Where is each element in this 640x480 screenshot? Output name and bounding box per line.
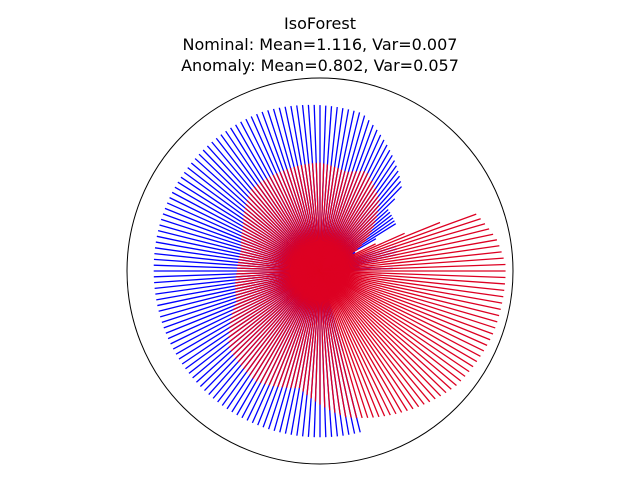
anomaly-ray [319, 270, 474, 368]
chart-subtitle-nominal: Nominal: Mean=1.116, Var=0.007 [183, 35, 458, 54]
anomaly-ray [255, 270, 321, 382]
anomaly-ray [319, 270, 431, 403]
anomaly-ray [314, 270, 321, 402]
anomaly-ray [319, 270, 506, 279]
anomaly-ray [319, 270, 442, 397]
anomaly-ray [319, 270, 397, 415]
anomaly-ray [319, 270, 420, 408]
anomaly-ray [235, 270, 321, 359]
anomaly-ray [319, 270, 336, 413]
anomaly-ray [319, 270, 503, 304]
anomaly-ray [281, 270, 321, 388]
anomaly-ray [319, 218, 481, 272]
anomaly-ray [319, 270, 358, 419]
anomaly-ray [319, 270, 331, 411]
anomaly-ray [228, 270, 321, 348]
anomaly-ray [290, 270, 321, 389]
anomaly-ray [319, 270, 496, 329]
anomaly-ray [319, 270, 485, 352]
anomaly-ray [319, 270, 363, 419]
anomaly-ray [252, 270, 321, 379]
anomaly-series [228, 162, 506, 419]
anomaly-ray [240, 270, 321, 366]
anomaly-ray [319, 270, 374, 418]
anomaly-ray [272, 270, 321, 387]
anomaly-ray [245, 270, 321, 373]
anomaly-ray [285, 270, 321, 388]
anomaly-ray [319, 270, 505, 292]
anomaly-ray [319, 270, 436, 400]
anomaly-ray [319, 270, 491, 341]
anomaly-ray [319, 270, 391, 416]
anomaly-ray [268, 270, 321, 386]
anomaly-ray [319, 270, 414, 410]
anomaly-ray [319, 251, 502, 272]
polar-axes-circle [126, 77, 514, 465]
anomaly-ray [319, 270, 506, 285]
anomaly-ray [319, 213, 477, 272]
anomaly-ray [302, 270, 321, 392]
anomaly-ray [319, 270, 498, 323]
anomaly-ray [228, 270, 321, 343]
anomaly-ray [259, 270, 321, 384]
anomaly-ray [319, 263, 506, 272]
anomaly-ray [264, 270, 321, 385]
series-layer [153, 104, 506, 438]
anomaly-ray [319, 270, 494, 335]
anomaly-ray [237, 270, 321, 363]
anomaly-ray [319, 270, 462, 382]
anomaly-ray [319, 270, 341, 416]
anomaly-ray [319, 270, 504, 298]
anomaly-ray [319, 270, 347, 418]
anomaly-ray [228, 270, 321, 338]
anomaly-ray [319, 270, 452, 390]
anomaly-ray [298, 270, 321, 389]
plot-area [126, 77, 514, 465]
anomaly-ray [319, 270, 501, 311]
anomaly-ray [243, 270, 321, 370]
anomaly-ray [319, 270, 425, 405]
anomaly-ray [319, 270, 403, 413]
chart-title-block: IsoForest Nominal: Mean=1.116, Var=0.007… [181, 14, 459, 75]
anomaly-ray [319, 270, 470, 373]
anomaly-ray [319, 270, 380, 418]
anomaly-ray [230, 270, 321, 352]
anomaly-ray [249, 270, 321, 376]
anomaly-ray [319, 270, 408, 412]
anomaly-ray [319, 270, 481, 357]
anomaly-ray [319, 270, 466, 377]
anomaly-ray [319, 270, 447, 394]
anomaly-ray [319, 270, 488, 346]
anomaly-ray [319, 233, 494, 272]
anomaly-ray [319, 270, 386, 417]
anomaly-ray [319, 228, 490, 272]
anomaly-ray [319, 245, 500, 272]
anomaly-ray [319, 270, 326, 408]
chart-title: IsoForest [284, 14, 356, 33]
anomaly-ray [319, 270, 369, 419]
anomaly-ray [306, 270, 321, 396]
anomaly-ray [319, 221, 441, 272]
anomaly-ray [319, 270, 352, 418]
anomaly-ray [319, 270, 457, 387]
anomaly-ray [319, 257, 504, 272]
chart-subtitle-anomaly: Anomaly: Mean=0.802, Var=0.057 [181, 56, 459, 75]
anomaly-ray [310, 270, 321, 399]
anomaly-ray [319, 223, 486, 272]
anomaly-ray [294, 270, 321, 389]
anomaly-ray [232, 270, 321, 356]
anomaly-ray [319, 270, 500, 317]
anomaly-ray [319, 270, 478, 363]
anomaly-ray [277, 270, 321, 388]
anomaly-ray [319, 239, 498, 272]
